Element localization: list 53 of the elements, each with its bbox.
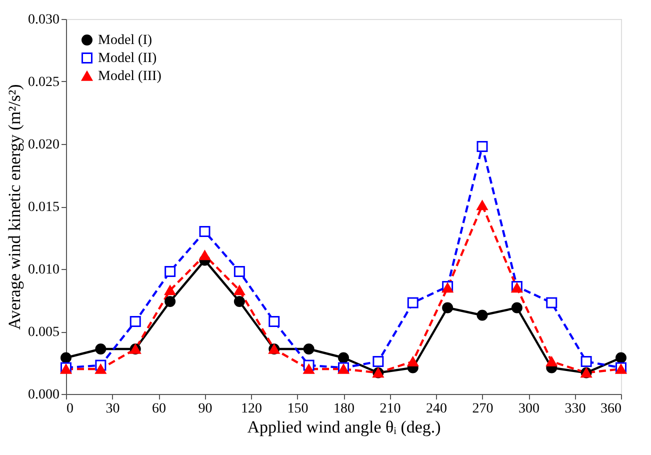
- point: [372, 356, 384, 367]
- point: [580, 356, 592, 367]
- x-tick-label: 330: [564, 402, 586, 416]
- x-tick-label: 0: [66, 402, 74, 416]
- point: [234, 266, 245, 277]
- x-tick-label: 60: [152, 402, 166, 416]
- x-tick-label: 270: [472, 402, 494, 416]
- legend-label: Model (III): [98, 69, 162, 84]
- point: [303, 344, 314, 354]
- point: [60, 352, 72, 364]
- x-tick-label: 90: [198, 402, 212, 416]
- x-tick-label: 150: [287, 402, 308, 416]
- y-tick-label: 0.005: [28, 325, 60, 340]
- point: [546, 356, 558, 366]
- point: [199, 226, 210, 237]
- point: [164, 285, 176, 296]
- point: [199, 250, 210, 260]
- point: [164, 296, 176, 307]
- point: [476, 141, 488, 152]
- legend-label: Model (II): [98, 51, 158, 66]
- y-tick-label: 0.025: [28, 75, 60, 90]
- point: [268, 316, 280, 327]
- x-tick-label: 120: [241, 402, 262, 416]
- point: [476, 200, 488, 210]
- point: [476, 310, 488, 321]
- x-tick-label: 210: [380, 402, 401, 416]
- y-tick-label: 0.010: [28, 262, 60, 278]
- x-tick-label: 360: [600, 402, 622, 416]
- point: [130, 316, 141, 327]
- point: [164, 266, 176, 277]
- x-tick-label: 300: [518, 402, 540, 416]
- point: [442, 302, 454, 314]
- x-tick-label: 30: [106, 402, 120, 416]
- point: [616, 352, 626, 364]
- x-axis-title: Applied wind angle θᵢ (deg.): [247, 418, 441, 436]
- point: [95, 364, 106, 374]
- point: [303, 364, 314, 374]
- x-tick-label: 240: [426, 402, 447, 416]
- point: [407, 297, 418, 308]
- point: [95, 344, 106, 354]
- y-axis-title: Average wind kinetic energy (m²/s²): [5, 84, 24, 330]
- point: [234, 285, 245, 296]
- y-tick-label: 0.000: [28, 388, 60, 402]
- y-tick-label: 0.015: [28, 200, 60, 215]
- point: [234, 296, 245, 307]
- point: [511, 302, 522, 314]
- point: [407, 356, 418, 366]
- point: [546, 297, 558, 308]
- legend-label: Model (I): [98, 33, 152, 48]
- y-tick-label: 0.020: [28, 138, 60, 152]
- x-tick-label: 180: [334, 402, 354, 416]
- y-tick-label: 0.030: [28, 12, 60, 28]
- point: [338, 352, 349, 364]
